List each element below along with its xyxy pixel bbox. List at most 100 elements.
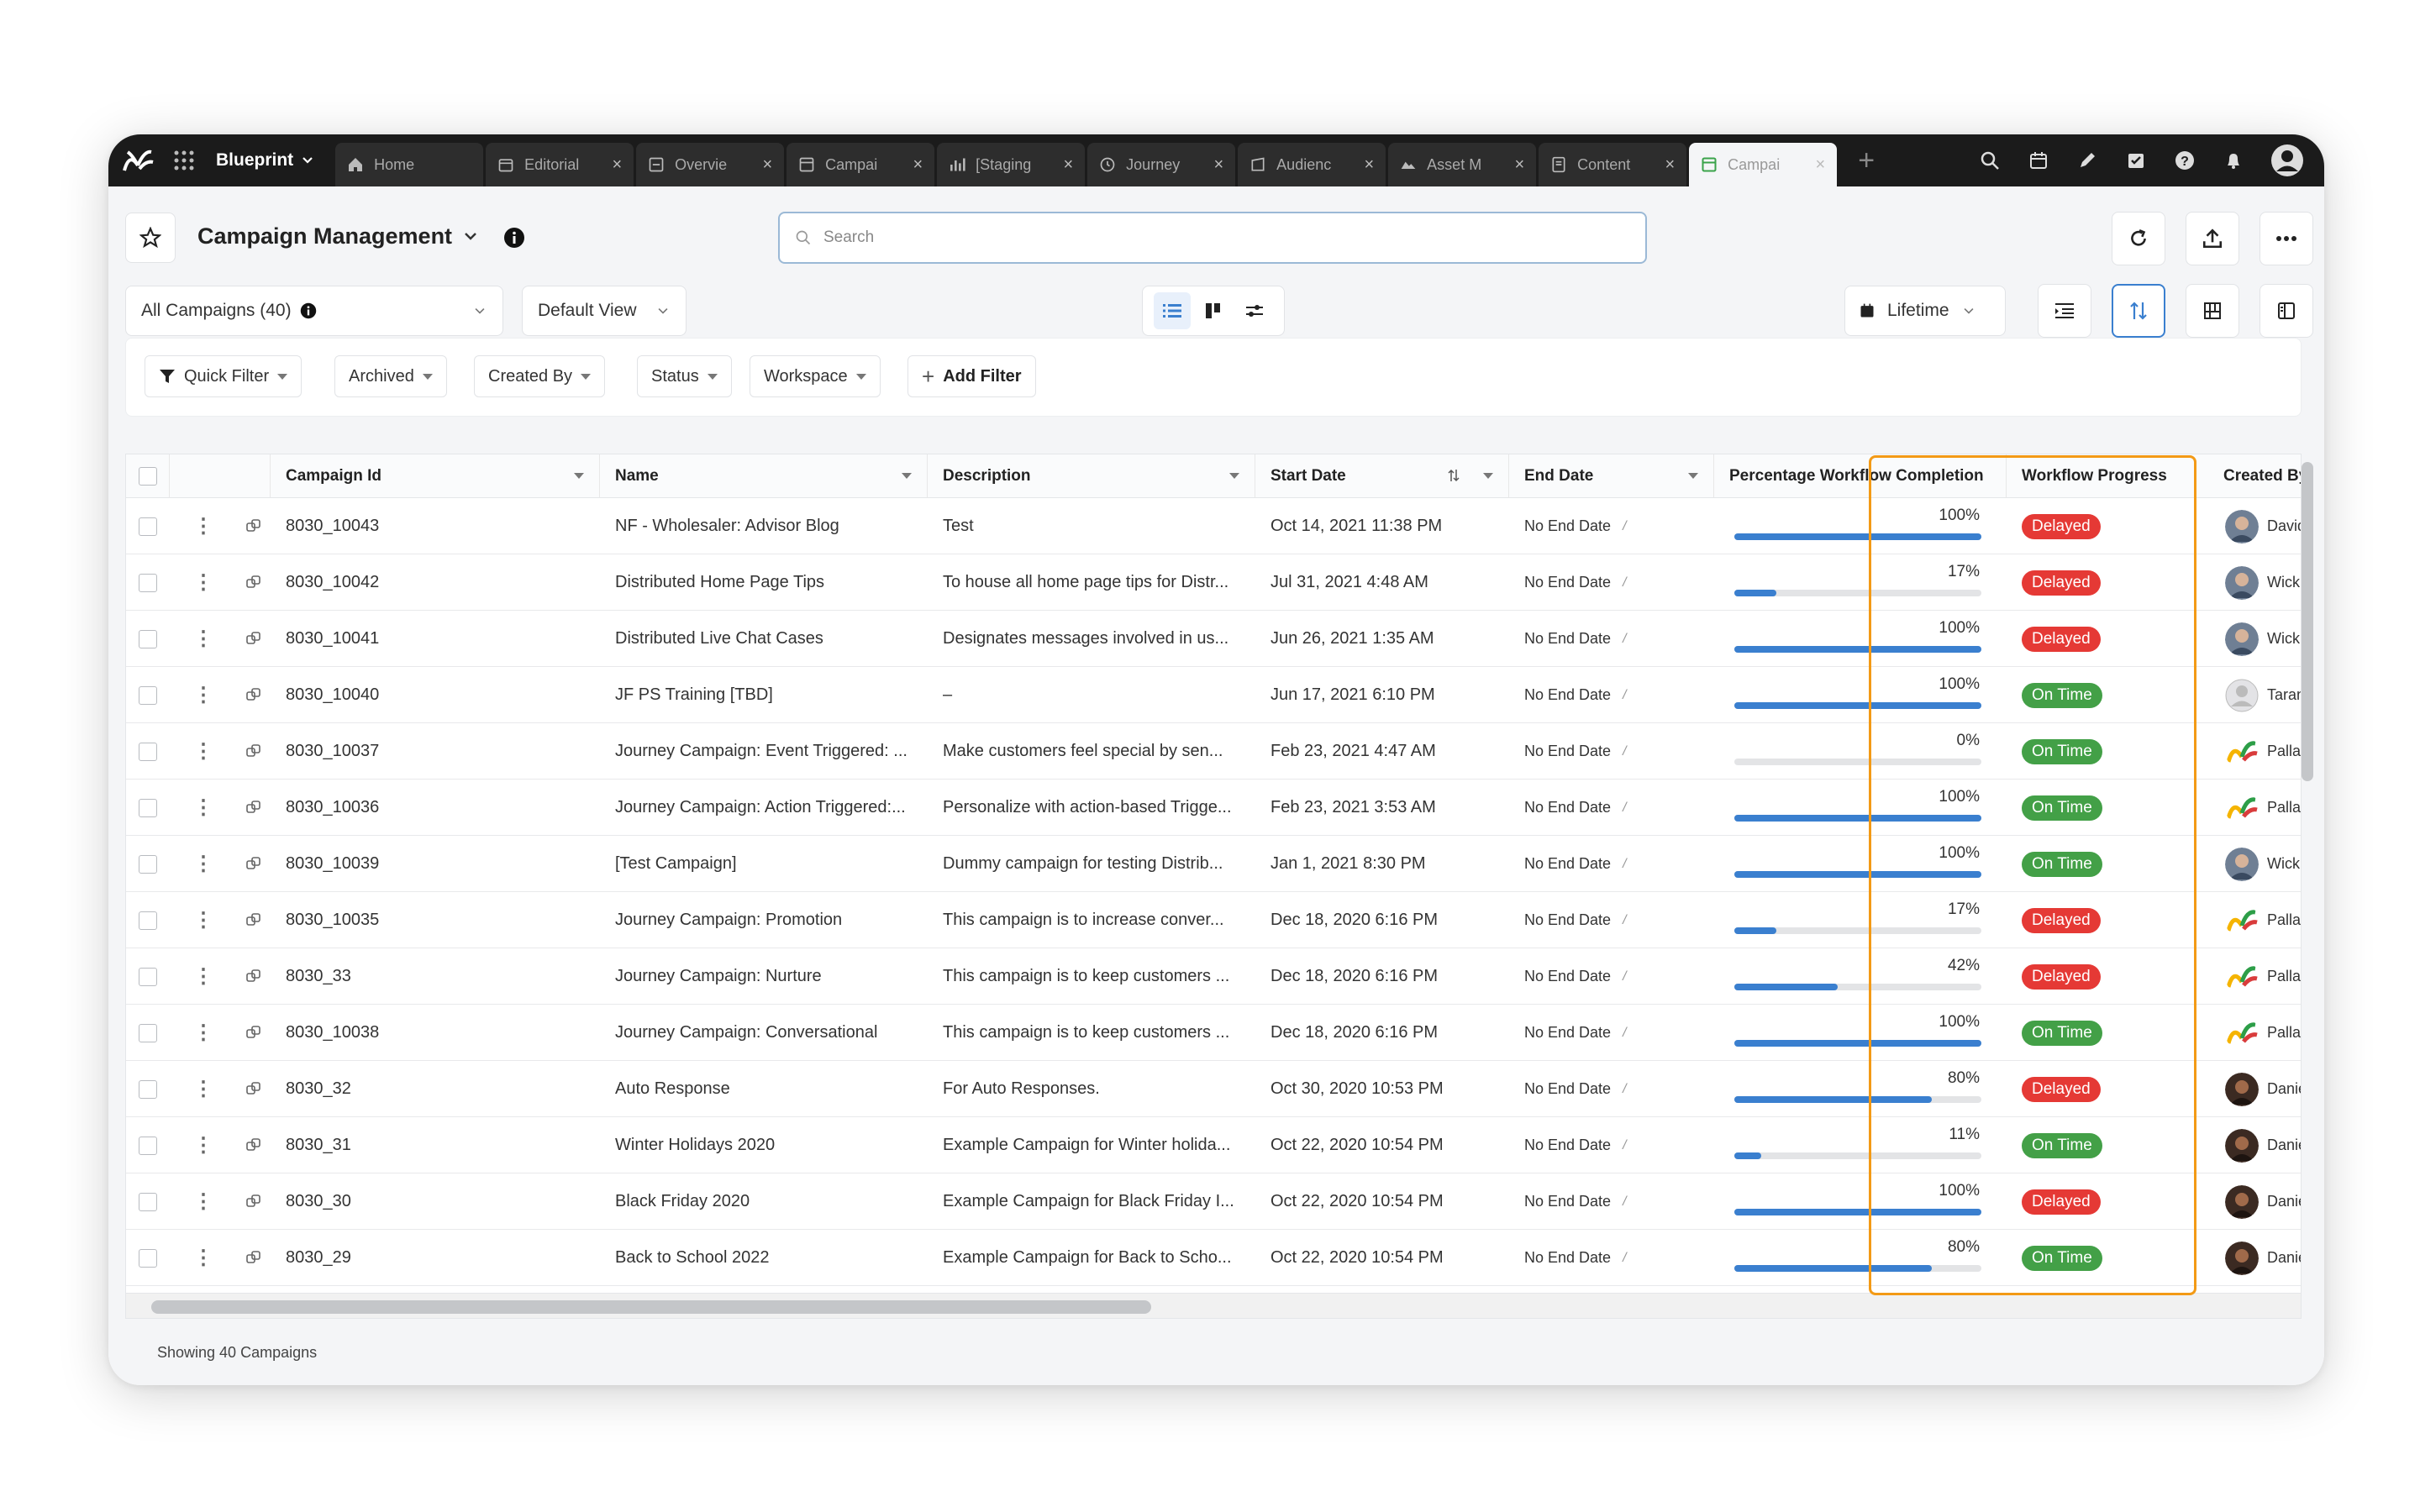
select-all-checkbox[interactable] bbox=[139, 466, 157, 486]
table-row[interactable]: ⋮ 8030_10039 [Test Campaign] Dummy campaign… bbox=[126, 836, 2301, 892]
edit-icon[interactable]: / bbox=[1623, 856, 1627, 871]
campaign-name[interactable]: Auto Response bbox=[615, 1079, 730, 1098]
edit-icon[interactable]: / bbox=[1623, 1250, 1627, 1265]
refresh-button[interactable] bbox=[2112, 212, 2165, 265]
tab-audienc[interactable]: Audienc × bbox=[1238, 143, 1386, 186]
tab-campai[interactable]: Campai × bbox=[786, 143, 935, 186]
row-checkbox[interactable] bbox=[139, 1023, 157, 1042]
view-select[interactable]: Default View bbox=[522, 286, 687, 336]
column-header-percentage-completion[interactable]: Percentage Workflow Completion bbox=[1714, 454, 2007, 498]
calendar-icon[interactable] bbox=[2027, 149, 2050, 172]
link-icon[interactable] bbox=[245, 518, 262, 535]
column-header-campaign-id[interactable]: Campaign Id bbox=[271, 454, 600, 498]
board-view-button[interactable] bbox=[1195, 292, 1232, 329]
help-icon[interactable]: ? bbox=[2173, 149, 2196, 172]
link-icon[interactable] bbox=[245, 1250, 262, 1267]
row-menu-icon[interactable]: ⋮ bbox=[193, 1189, 213, 1213]
add-tab-button[interactable]: + bbox=[1858, 144, 1876, 176]
workspace-switcher[interactable]: Blueprint bbox=[201, 134, 335, 186]
close-tab-icon[interactable]: × bbox=[1514, 155, 1525, 174]
export-button[interactable] bbox=[2186, 212, 2239, 265]
row-menu-icon[interactable]: ⋮ bbox=[193, 1133, 213, 1157]
campaign-name[interactable]: Back to School 2022 bbox=[615, 1248, 770, 1267]
more-options-button[interactable] bbox=[2260, 212, 2313, 265]
table-row[interactable]: ⋮ 8030_33 Journey Campaign: Nurture This ca… bbox=[126, 948, 2301, 1005]
group-button[interactable] bbox=[2186, 284, 2239, 338]
row-checkbox[interactable] bbox=[139, 1192, 157, 1211]
info-icon[interactable] bbox=[503, 227, 525, 249]
tab-home[interactable]: Home bbox=[335, 143, 484, 186]
horizontal-scrollbar[interactable] bbox=[125, 1294, 2302, 1319]
column-menu-icon[interactable] bbox=[902, 473, 912, 479]
close-tab-icon[interactable]: × bbox=[762, 155, 773, 174]
column-menu-icon[interactable] bbox=[1688, 473, 1698, 479]
campaign-name[interactable]: JF PS Training [TBD] bbox=[615, 685, 773, 704]
tab-editorial[interactable]: Editorial × bbox=[486, 143, 634, 186]
table-row[interactable]: ⋮8030_26Bot RepliesFor use with all repl… bbox=[126, 1286, 2301, 1293]
link-icon[interactable] bbox=[245, 1137, 262, 1154]
campaign-name[interactable]: Distributed Live Chat Cases bbox=[615, 629, 823, 648]
column-menu-icon[interactable] bbox=[574, 473, 584, 479]
link-icon[interactable] bbox=[245, 1194, 262, 1210]
link-icon[interactable] bbox=[245, 969, 262, 985]
bell-icon[interactable] bbox=[2222, 149, 2245, 172]
row-menu-icon[interactable]: ⋮ bbox=[193, 627, 213, 650]
created-by-filter[interactable]: Created By bbox=[474, 355, 606, 397]
column-menu-icon[interactable] bbox=[1229, 473, 1239, 479]
archived-filter[interactable]: Archived bbox=[334, 355, 447, 397]
table-row[interactable]: ⋮ 8030_10036 Journey Campaign: Action Trig… bbox=[126, 780, 2301, 836]
row-menu-icon[interactable]: ⋮ bbox=[193, 1077, 213, 1100]
link-icon[interactable] bbox=[245, 856, 262, 873]
date-range-select[interactable]: Lifetime bbox=[1844, 286, 2006, 336]
tab-overvie[interactable]: Overvie × bbox=[636, 143, 785, 186]
link-icon[interactable] bbox=[245, 743, 262, 760]
row-menu-icon[interactable]: ⋮ bbox=[193, 683, 213, 706]
edit-icon[interactable]: / bbox=[1623, 1025, 1627, 1040]
edit-icon[interactable]: / bbox=[1623, 518, 1627, 533]
table-row[interactable]: ⋮ 8030_10038 Journey Campaign: Conversatio… bbox=[126, 1005, 2301, 1061]
row-menu-icon[interactable]: ⋮ bbox=[193, 795, 213, 819]
app-logo-icon[interactable] bbox=[108, 134, 167, 186]
column-header-description[interactable]: Description bbox=[928, 454, 1255, 498]
close-tab-icon[interactable]: × bbox=[913, 155, 923, 174]
campaign-name[interactable]: Winter Holidays 2020 bbox=[615, 1136, 776, 1154]
scrollbar-thumb[interactable] bbox=[151, 1300, 1151, 1314]
close-tab-icon[interactable]: × bbox=[612, 155, 623, 174]
campaign-name[interactable]: Journey Campaign: Promotion bbox=[615, 911, 843, 929]
link-icon[interactable] bbox=[245, 631, 262, 648]
campaign-name[interactable]: Black Friday 2020 bbox=[615, 1192, 750, 1210]
row-checkbox[interactable] bbox=[139, 742, 157, 761]
column-header-start-date[interactable]: Start Date bbox=[1255, 454, 1509, 498]
link-icon[interactable] bbox=[245, 912, 262, 929]
table-row[interactable]: ⋮ 8030_10040 JF PS Training [TBD] – Jun 17, … bbox=[126, 667, 2301, 723]
tab-journey[interactable]: Journey × bbox=[1087, 143, 1236, 186]
close-tab-icon[interactable]: × bbox=[1063, 155, 1074, 174]
row-checkbox[interactable] bbox=[139, 1079, 157, 1099]
edit-icon[interactable] bbox=[2075, 149, 2099, 172]
column-header-end-date[interactable]: End Date bbox=[1509, 454, 1714, 498]
campaign-filter-select[interactable]: All Campaigns (40) bbox=[125, 286, 503, 336]
edit-icon[interactable]: / bbox=[1623, 1194, 1627, 1209]
vertical-scrollbar[interactable] bbox=[2302, 462, 2313, 781]
row-checkbox[interactable] bbox=[139, 517, 157, 536]
table-row[interactable]: ⋮ 8030_10041 Distributed Live Chat Cases De… bbox=[126, 611, 2301, 667]
row-menu-icon[interactable]: ⋮ bbox=[193, 514, 213, 538]
quick-filter-button[interactable]: Quick Filter bbox=[145, 355, 302, 397]
row-checkbox[interactable] bbox=[139, 1136, 157, 1155]
row-checkbox[interactable] bbox=[139, 967, 157, 986]
table-row[interactable]: ⋮ 8030_30 Black Friday 2020 Example Campaig… bbox=[126, 1173, 2301, 1230]
campaign-name[interactable]: Journey Campaign: Conversational bbox=[615, 1023, 878, 1042]
row-menu-icon[interactable]: ⋮ bbox=[193, 570, 213, 594]
link-icon[interactable] bbox=[245, 1081, 262, 1098]
row-checkbox[interactable] bbox=[139, 911, 157, 930]
sort-button[interactable] bbox=[2112, 284, 2165, 338]
user-avatar-icon[interactable] bbox=[2270, 144, 2304, 177]
column-settings-button[interactable] bbox=[2038, 284, 2091, 338]
campaign-name[interactable]: [Test Campaign] bbox=[615, 854, 737, 873]
row-menu-icon[interactable]: ⋮ bbox=[193, 908, 213, 932]
table-row[interactable]: ⋮ 8030_31 Winter Holidays 2020 Example Camp… bbox=[126, 1117, 2301, 1173]
campaign-name[interactable]: Journey Campaign: Nurture bbox=[615, 967, 822, 985]
tab-content[interactable]: Content × bbox=[1539, 143, 1687, 186]
table-row[interactable]: ⋮ 8030_10035 Journey Campaign: Promotion Th… bbox=[126, 892, 2301, 948]
table-row[interactable]: ⋮ 8030_10042 Distributed Home Page Tips To … bbox=[126, 554, 2301, 611]
